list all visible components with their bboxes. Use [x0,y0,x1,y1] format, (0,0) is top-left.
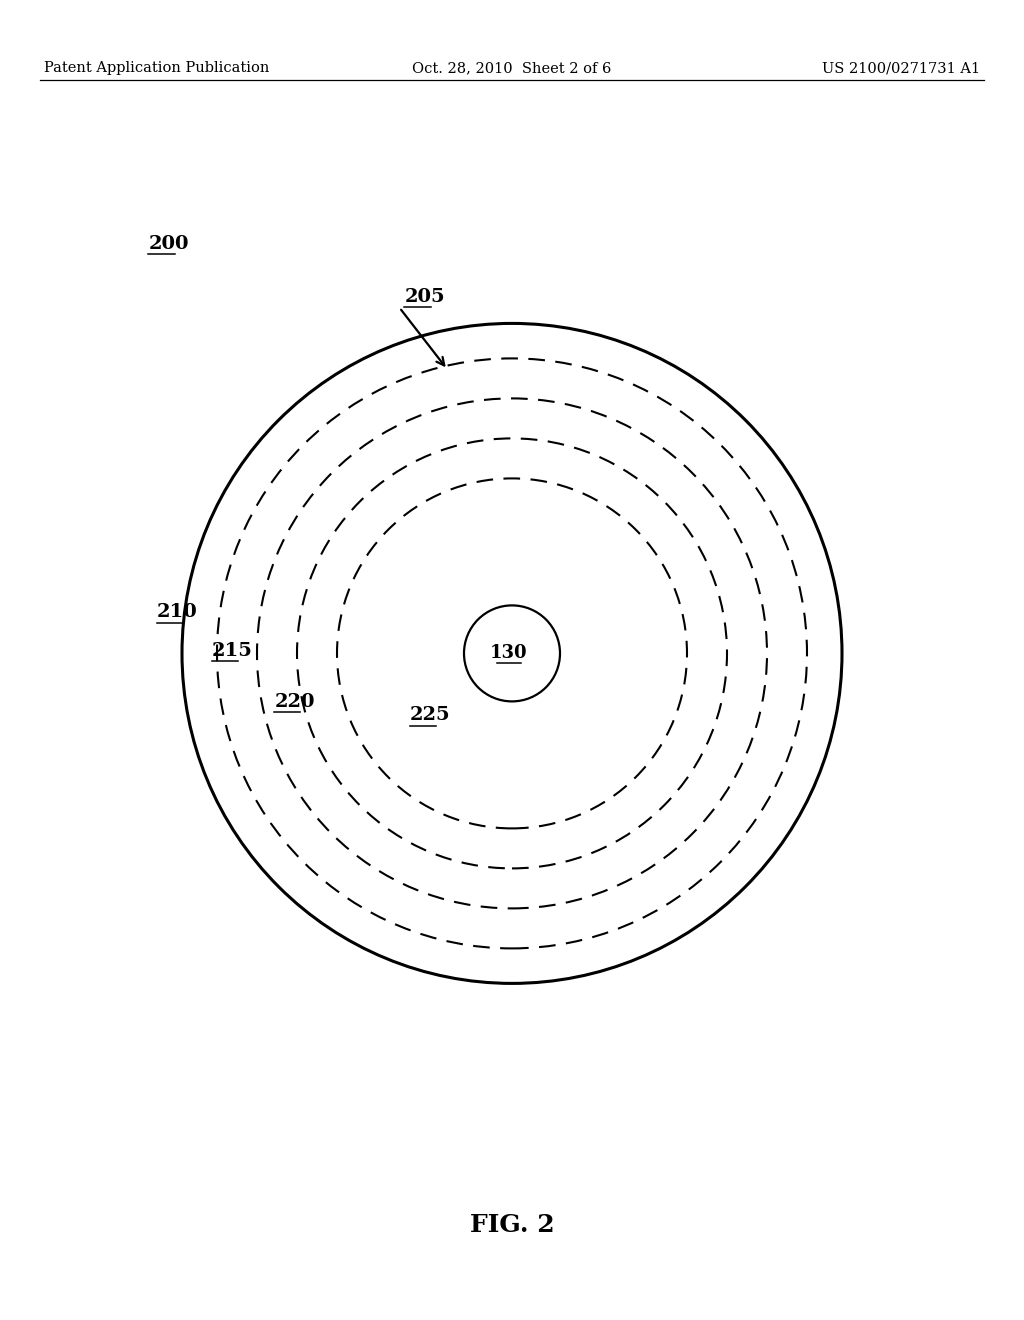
Text: 220: 220 [274,693,315,711]
Text: FIG. 2: FIG. 2 [470,1213,554,1237]
Text: 130: 130 [490,644,527,663]
Text: 215: 215 [212,642,253,660]
Text: Oct. 28, 2010  Sheet 2 of 6: Oct. 28, 2010 Sheet 2 of 6 [413,61,611,75]
Text: Patent Application Publication: Patent Application Publication [44,61,269,75]
Text: US 2100/0271731 A1: US 2100/0271731 A1 [822,61,980,75]
Text: 205: 205 [404,288,445,306]
Text: 210: 210 [157,603,198,622]
Text: 225: 225 [410,706,451,725]
Text: 200: 200 [148,235,189,253]
